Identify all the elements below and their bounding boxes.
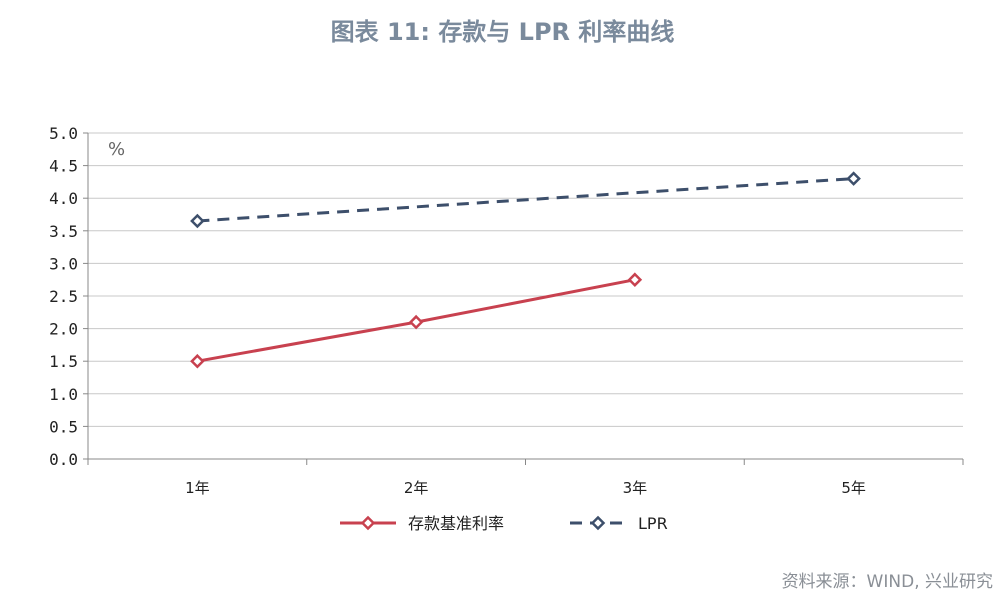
y-tick-label: 4.0: [49, 189, 78, 208]
series-line-1: [197, 177, 854, 223]
chart-title: 图表 11: 存款与 LPR 利率曲线: [330, 18, 675, 46]
series-group: [190, 171, 861, 369]
y-tick-label: 1.5: [49, 352, 78, 371]
series-0-point: [408, 314, 424, 330]
series-1-point: [190, 213, 205, 229]
axes: [87, 133, 964, 465]
y-tick-label: 0.5: [49, 417, 78, 436]
y-tick-label: 2.0: [49, 320, 78, 339]
legend-marker-0: [360, 515, 376, 531]
x-category-label: 5年: [841, 479, 866, 497]
series-0-point: [627, 272, 643, 287]
x-axis-labels: 1年 2年 3年 5年: [185, 479, 866, 497]
y-tick-label: 4.5: [49, 157, 78, 176]
legend-label-0: 存款基准利率: [408, 514, 504, 533]
y-unit-label: %: [108, 139, 125, 160]
x-category-label: 1年: [185, 479, 210, 497]
y-tick-label: 3.0: [49, 254, 78, 273]
source-note: 资料来源：WIND, 兴业研究: [781, 572, 993, 592]
y-tick-label: 1.0: [49, 385, 78, 404]
y-tick-label: 0.0: [49, 450, 78, 469]
legend: 存款基准利率 LPR: [340, 514, 668, 533]
legend-marker-1: [590, 515, 606, 531]
legend-label-1: LPR: [638, 514, 668, 533]
y-axis-ticks: 0.0 0.5 1.0 1.5 2.0 2.5 3.0 3.5 4.0 4.5 5.0: [49, 124, 88, 469]
x-category-label: 2年: [404, 479, 429, 497]
x-category-label: 3年: [623, 479, 648, 497]
y-tick-label: 2.5: [49, 287, 78, 306]
series-0-point: [190, 353, 205, 369]
grid-lines: [88, 132, 963, 427]
series-1-point: [846, 171, 861, 186]
y-tick-label: 5.0: [49, 124, 78, 143]
y-tick-label: 3.5: [49, 222, 78, 241]
